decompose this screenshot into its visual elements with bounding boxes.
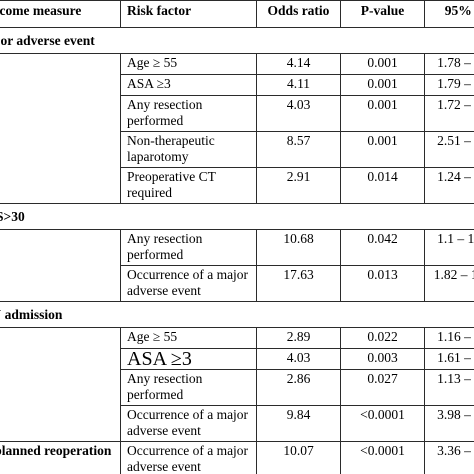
or-cell: 4.03 [256,95,341,132]
table-row: Age ≥ 55 2.89 0.022 1.16 – 7.17 [0,327,474,442]
measure-cell [0,53,121,204]
risk-cell: Occurrence of a major adverse event [120,405,257,442]
ci-cell: 1.1 – 104.0 [424,229,474,266]
header-measure: Outcome measure [0,0,121,28]
ci-cell: 1.24 – 6.84 [424,167,474,204]
header-p-value: P-value [340,0,425,28]
ci-cell: 1.82 – 171.0 [424,265,474,302]
p-cell: 0.001 [340,95,425,132]
p-cell: 0.001 [340,74,425,96]
risk-cell: Non-therapeutic laparotomy [120,131,257,168]
or-cell: 17.63 [256,265,341,302]
section-row: Major adverse event [0,27,474,54]
or-cell: 2.91 [256,167,341,204]
risk-digit-large: 3 [181,348,192,370]
section-title: Unplanned reoperation [0,441,121,474]
or-cell: 8.57 [256,131,341,168]
ci-cell: 1.72 – 9.45 [424,95,474,132]
ci-cell: 2.51 – 29.3 [424,131,474,168]
or-cell: 4.14 [256,53,341,75]
ci-cell: 1.79 – 9.43 [424,74,474,96]
table-row: Any resection performed 10.68 0.042 1.1 … [0,229,474,302]
section-row: LOS>30 [0,203,474,230]
risk-cell: Any resection performed [120,369,257,406]
p-cell: 0.013 [340,265,425,302]
ci-cell: 1.61 – 10.1 [424,348,474,370]
ci-cell: 3.98 – 24.3 [424,405,474,442]
table-row: Any resection performed 4.03 0.001 1.72 … [0,95,474,132]
p-cell: 0.027 [340,369,425,406]
or-cell: 4.11 [256,74,341,96]
p-cell: 0.042 [340,229,425,266]
ci-cell: 1.13 – 7.24 [424,369,474,406]
ci-cell: 1.78 – 9.64 [424,53,474,75]
section-title: Major adverse event [0,27,474,54]
risk-cell: ASA ≥3 [120,348,257,370]
section-row: ICU admission [0,301,474,328]
risk-cell: Occurrence of a major adverse event [120,265,257,302]
header-odds-ratio: Odds ratio [256,0,341,28]
header-row: Outcome measure Risk factor Odds ratio P… [0,0,474,28]
p-cell: <0.0001 [340,441,425,474]
risk-cell: Preoperative CT required [120,167,257,204]
table-row: Occurrence of a major adverse event 9.84… [0,405,474,442]
p-cell: 0.001 [340,131,425,168]
risk-cell: Age ≥ 55 [120,53,257,75]
or-cell: 2.86 [256,369,341,406]
risk-cell: Occurrence of a major adverse event [120,441,257,474]
table-row: Any resection performed 2.86 0.027 1.13 … [0,369,474,406]
or-cell: 2.89 [256,327,341,349]
table-row: Occurrence of a major adverse event 17.6… [0,265,474,302]
measure-cell [0,327,121,442]
p-cell: 0.003 [340,348,425,370]
p-cell: 0.014 [340,167,425,204]
section-title: LOS>30 [0,203,474,230]
table-row: Unplanned reoperation Occurrence of a ma… [0,441,474,474]
header-risk: Risk factor [120,0,257,28]
table-row: Age ≥ 55 4.14 0.001 1.78 – 9.64 [0,53,474,204]
header-ci: 95% CI [424,0,474,28]
risk-cell: ASA ≥3 [120,74,257,96]
section-title: ICU admission [0,301,474,328]
p-cell: 0.001 [340,53,425,75]
risk-cell: Any resection performed [120,95,257,132]
ci-cell: 1.16 – 7.17 [424,327,474,349]
risk-cell: Any resection performed [120,229,257,266]
ci-cell: 3.36 – 29.6 [424,441,474,474]
or-cell: 10.68 [256,229,341,266]
p-cell: <0.0001 [340,405,425,442]
measure-cell [0,229,121,302]
risk-text: ASA ≥ [127,348,182,370]
or-cell: 9.84 [256,405,341,442]
table-row: Non-therapeutic laparotomy 8.57 0.001 2.… [0,131,474,168]
or-cell: 4.03 [256,348,341,370]
or-cell: 10.07 [256,441,341,474]
risk-cell: Age ≥ 55 [120,327,257,349]
table-row: ASA ≥3 4.03 0.003 1.61 – 10.1 [0,348,474,370]
p-cell: 0.022 [340,327,425,349]
